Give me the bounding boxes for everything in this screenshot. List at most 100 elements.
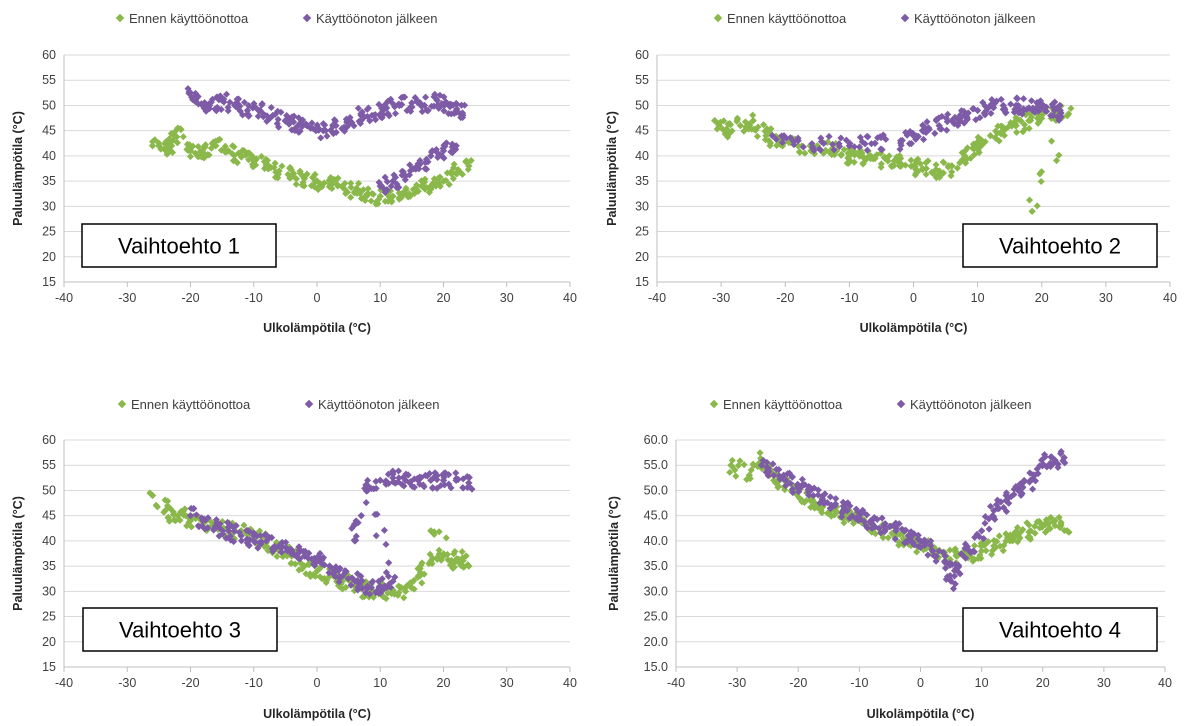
data-point [320, 179, 328, 187]
data-point [330, 116, 339, 124]
data-point [341, 179, 349, 187]
data-point [267, 104, 275, 112]
data-point [262, 160, 270, 168]
data-point [348, 524, 356, 532]
data-point [223, 518, 232, 526]
x-tick-label: 40 [563, 291, 577, 305]
data-point [342, 583, 350, 591]
data-point [850, 143, 858, 151]
data-point [384, 97, 392, 105]
data-point [992, 97, 1001, 105]
data-point [314, 185, 322, 194]
data-point [442, 98, 450, 106]
data-point [999, 547, 1007, 555]
data-point [862, 156, 870, 164]
data-point [423, 165, 431, 173]
data-point [250, 100, 258, 108]
data-point [734, 462, 742, 470]
data-point [405, 190, 413, 198]
data-point [815, 145, 823, 153]
data-point [913, 548, 921, 556]
data-point [1000, 504, 1008, 512]
data-point [846, 502, 854, 510]
data-point [801, 149, 809, 157]
y-tick-label: 20 [635, 250, 649, 264]
data-point [881, 153, 889, 161]
data-point [381, 173, 389, 181]
x-tick-label: -40 [667, 676, 685, 690]
data-point [341, 568, 349, 576]
data-point [400, 482, 408, 490]
data-point [440, 107, 448, 115]
data-point [201, 141, 210, 149]
data-point [384, 470, 392, 478]
data-point [461, 101, 469, 109]
x-tick-label: 30 [1097, 676, 1111, 690]
y-tick-label: 35 [42, 559, 56, 573]
data-point [205, 151, 213, 159]
data-point [1028, 207, 1036, 216]
data-point [237, 537, 246, 545]
data-point [799, 143, 807, 151]
y-tick-label: 60 [42, 48, 56, 62]
y-tick-label: 50 [42, 98, 56, 112]
data-point [292, 175, 300, 183]
data-point [372, 532, 380, 540]
data-point [244, 527, 252, 535]
data-point [943, 573, 951, 581]
data-point [200, 154, 208, 162]
data-point [774, 483, 782, 492]
data-point [1007, 492, 1015, 501]
data-point [1018, 110, 1026, 118]
data-point [399, 93, 407, 101]
data-point [840, 504, 848, 512]
data-point [1019, 526, 1027, 534]
data-point [922, 125, 930, 133]
x-axis-title: Ulkolämpötila (°C) [263, 707, 371, 721]
data-point [957, 550, 965, 558]
data-point [252, 161, 260, 169]
data-point [798, 475, 806, 483]
data-point [924, 157, 932, 165]
data-point [235, 528, 243, 537]
data-point [405, 171, 414, 179]
data-point [357, 116, 365, 124]
data-point [184, 146, 192, 154]
data-point [1018, 489, 1026, 498]
data-point [996, 542, 1004, 550]
data-point [462, 552, 470, 560]
data-point [891, 535, 899, 543]
data-point [1002, 125, 1010, 133]
data-point [424, 106, 432, 114]
data-point [763, 458, 771, 466]
x-tick-label: -20 [181, 676, 199, 690]
data-point [413, 181, 421, 189]
option-label-text: Vaihtoehto 3 [119, 618, 241, 643]
legend-label: Ennen käyttöönottoa [727, 11, 847, 26]
data-point [1037, 177, 1045, 186]
data-point [840, 145, 848, 154]
data-point [747, 466, 755, 474]
data-point [852, 515, 860, 523]
data-point [839, 498, 847, 506]
data-point [788, 485, 796, 493]
legend-marker [117, 399, 127, 409]
y-tick-label: 20.0 [644, 635, 668, 649]
data-point [366, 590, 374, 598]
data-point [354, 104, 362, 112]
data-point [980, 535, 988, 543]
data-point [230, 538, 238, 546]
data-point [416, 473, 424, 481]
data-point [318, 560, 326, 568]
data-point [151, 136, 159, 144]
data-point [809, 143, 817, 151]
y-tick-label: 55.0 [644, 458, 668, 472]
x-tick-label: 10 [975, 676, 989, 690]
data-point [466, 483, 474, 491]
data-point [187, 523, 196, 531]
data-point [379, 111, 387, 119]
data-point [335, 573, 343, 581]
data-point [428, 102, 436, 110]
data-point [896, 530, 904, 538]
data-point [447, 170, 455, 178]
